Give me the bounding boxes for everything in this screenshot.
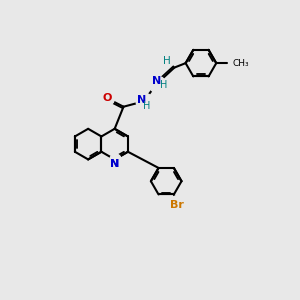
Text: N: N: [110, 159, 119, 170]
Text: H: H: [163, 56, 171, 66]
Text: N: N: [110, 159, 119, 170]
Text: Br: Br: [170, 200, 184, 210]
Text: H: H: [143, 101, 151, 111]
Text: N: N: [137, 94, 147, 105]
Text: H: H: [160, 80, 167, 90]
Text: CH₃: CH₃: [232, 58, 249, 68]
Text: O: O: [103, 94, 112, 103]
Text: N: N: [152, 76, 161, 86]
